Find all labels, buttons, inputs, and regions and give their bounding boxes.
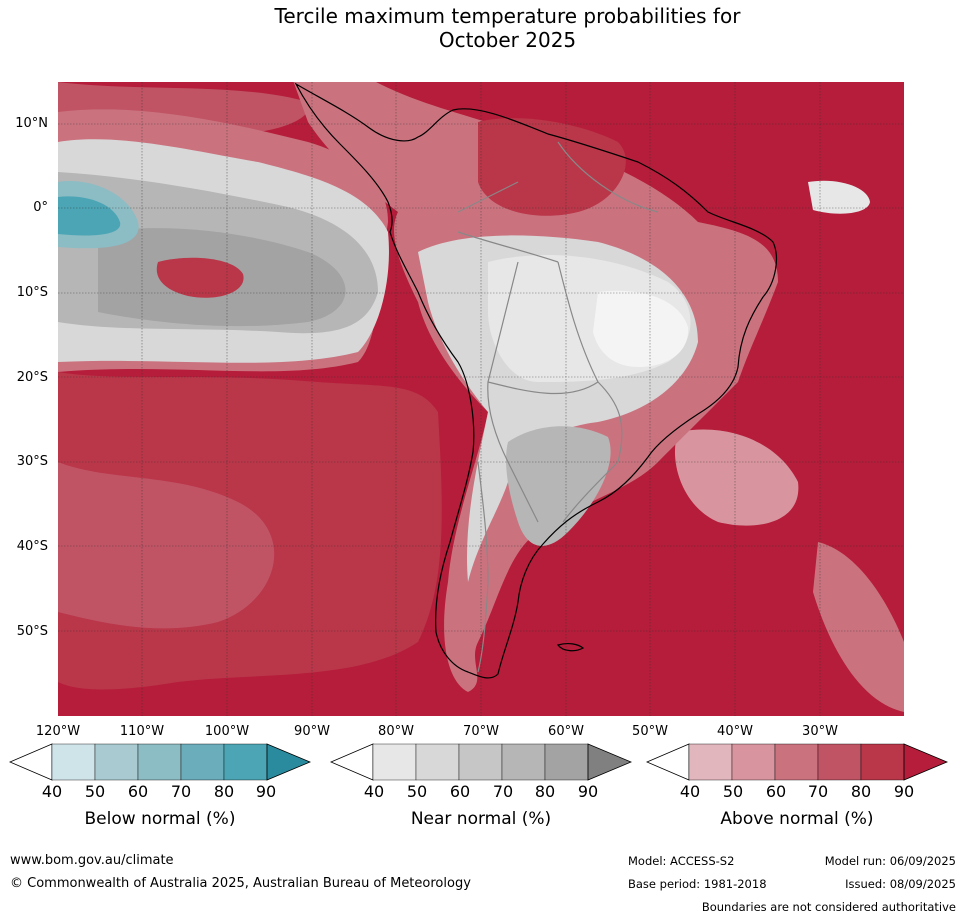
lon-label-80w: 80°W: [378, 724, 414, 739]
footer-model-run: Model run: 06/09/2025: [824, 854, 956, 868]
colorbar-segment: [51, 743, 96, 781]
colorbar-above: [645, 743, 949, 785]
region-above-80: [156, 257, 244, 298]
colorbar-near-title: Near normal (%): [410, 809, 552, 829]
lon-label-40w: 40°W: [717, 724, 753, 739]
colorbar-tick: 90: [893, 782, 915, 801]
colorbar-below: [8, 743, 312, 785]
colorbar-tick: 50: [406, 782, 428, 801]
footer-disclaimer: Boundaries are not considered authoritat…: [701, 900, 956, 914]
colorbar-tick: 70: [807, 782, 829, 801]
colorbar-left-triangle: [329, 743, 374, 781]
colorbar-near-svg: [329, 743, 633, 781]
region-above-80: [478, 118, 626, 216]
colorbar-left-triangle: [645, 743, 690, 781]
colorbar-tick: 50: [84, 782, 106, 801]
region-white: [593, 290, 689, 367]
colorbar-tick: 50: [722, 782, 744, 801]
colorbar-right-triangle: [903, 743, 949, 781]
probability-map: [58, 82, 904, 716]
colorbar-segment: [458, 743, 503, 781]
colorbar-tick: 70: [170, 782, 192, 801]
region-above-60: [813, 542, 904, 712]
coastline: [294, 82, 777, 679]
colorbar-segment: [94, 743, 139, 781]
lat-label-50s: 50°S: [16, 624, 48, 639]
colorbar-tick: 40: [41, 782, 63, 801]
colorbar-near: [329, 743, 633, 785]
colorbar-tick: 40: [363, 782, 385, 801]
lat-label-0: 0°: [33, 200, 48, 215]
lat-label-10n: 10°N: [15, 116, 48, 131]
country-boundaries: [457, 141, 659, 673]
colorbar-right-triangle: [587, 743, 633, 781]
lon-label-90w: 90°W: [294, 724, 330, 739]
lon-label-50w: 50°W: [632, 724, 668, 739]
colorbar-segment: [372, 743, 417, 781]
colorbar-above-title: Above normal (%): [720, 809, 874, 829]
map-svg: [58, 82, 904, 716]
colorbar-tick: 70: [492, 782, 514, 801]
colorbar-right-triangle: [266, 743, 312, 781]
colorbar-above-svg: [645, 743, 949, 781]
colorbar-below-svg: [8, 743, 312, 781]
graticule: [58, 82, 904, 716]
map-title: Tercile maximum temperature probabilitie…: [0, 4, 965, 52]
lon-label-70w: 70°W: [463, 724, 499, 739]
footer-model: Model: ACCESS-S2: [628, 854, 735, 868]
footer-issued: Issued: 08/09/2025: [845, 877, 956, 891]
footer-url: www.bom.gov.au/climate: [10, 853, 174, 868]
footer-base-period: Base period: 1981-2018: [628, 877, 767, 891]
lat-label-40s: 40°S: [16, 539, 48, 554]
lon-label-100w: 100°W: [204, 724, 250, 739]
colorbar-segment: [223, 743, 268, 781]
lat-label-20s: 20°S: [16, 370, 48, 385]
colorbar-segment: [501, 743, 546, 781]
colorbar-left-triangle: [8, 743, 53, 781]
colorbar-segment: [731, 743, 776, 781]
lon-label-30w: 30°W: [802, 724, 838, 739]
colorbar-segment: [137, 743, 182, 781]
lon-label-60w: 60°W: [548, 724, 584, 739]
title-line-2: October 2025: [438, 28, 577, 52]
colorbar-segment: [817, 743, 862, 781]
colorbar-tick: 60: [765, 782, 787, 801]
region-below-80: [58, 196, 121, 236]
region-above-50: [674, 429, 799, 526]
colorbar-segment: [180, 743, 225, 781]
region-above-70: [58, 462, 275, 629]
colorbar-below-title: Below normal (%): [84, 809, 236, 829]
colorbar-segment: [688, 743, 733, 781]
lat-label-30s: 30°S: [16, 454, 48, 469]
falklands-coast: [557, 642, 585, 652]
colorbar-tick: 60: [127, 782, 149, 801]
footer-copyright: © Commonwealth of Australia 2025, Austra…: [10, 876, 471, 891]
colorbar-tick: 90: [255, 782, 277, 801]
lat-label-10s: 10°S: [16, 285, 48, 300]
colorbar-tick: 80: [534, 782, 556, 801]
region-near-40: [808, 180, 870, 214]
colorbar-segment: [415, 743, 460, 781]
lon-label-110w: 110°W: [119, 724, 165, 739]
colorbar-tick: 40: [679, 782, 701, 801]
colorbar-segment: [774, 743, 819, 781]
colorbar-segment: [544, 743, 589, 781]
colorbar-tick: 80: [213, 782, 235, 801]
colorbar-segment: [860, 743, 905, 781]
title-line-1: Tercile maximum temperature probabilitie…: [274, 4, 741, 28]
colorbar-tick: 60: [449, 782, 471, 801]
region-near-70: [506, 426, 611, 546]
colorbar-tick: 80: [850, 782, 872, 801]
lon-label-120w: 120°W: [35, 724, 81, 739]
colorbar-tick: 90: [577, 782, 599, 801]
